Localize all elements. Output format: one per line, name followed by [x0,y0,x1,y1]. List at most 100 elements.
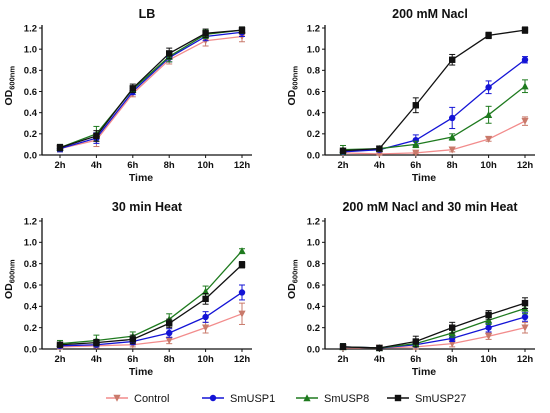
panel-4-series-smusp27-point [376,344,383,352]
panel-3-series-smusp1-point [202,313,209,321]
panel-2-y-tick-label: 0.2 [307,129,320,140]
panel-2-x-axis-label: Time [412,172,436,184]
panel-1-y-axis-label-sub: 600nm [8,66,17,90]
panel-3-y-tick-label: 0.8 [24,259,37,270]
panel-3-x-tick-label: 2h [54,354,65,365]
legend-item-control: Control [106,393,169,405]
panel-3-x-tick-label: 4h [91,354,102,365]
panel-4-y-tick-label: 0.2 [307,323,320,334]
panel-3-title: 30 min Heat [112,200,183,214]
panel-4-y-tick-label: 0.4 [307,302,321,313]
panel-3-y-tick-label: 0.4 [24,302,38,313]
panel-4-x-tick-label: 6h [410,354,421,365]
legend-swatch-marker [209,394,217,402]
panel-2-series-smusp1-point [449,114,456,122]
panel-2-y-tick-label: 1.0 [307,44,320,55]
panel-1-x-tick-label: 2h [54,160,65,171]
panel-2-series-smusp8 [339,79,529,155]
panel-2-series-control-point [412,149,420,157]
panel-4-series-smusp1-point [521,313,529,321]
panel-4-y-tick-label: 1.0 [307,238,320,249]
legend-item-smusp1: SmUSP1 [202,393,275,405]
panel-3-series-control-point [238,310,246,318]
panel-2-series-smusp27-point [412,102,419,109]
panel-2-y-axis-label-sub: 600nm [291,66,300,90]
panel-1-series-control [56,30,246,153]
panel-2-series-smusp8-point [485,110,493,118]
panel-2-y-tick-label: 0.6 [307,87,320,98]
panel-1-x-tick-label: 10h [197,160,214,171]
panel-2-series-smusp8-point [412,140,420,148]
panel-1-x-tick-label: 12h [234,160,251,171]
panel-1-series-smusp1 [56,27,246,153]
panel-3-y-tick-label: 1.2 [24,216,37,227]
panel-3-y-tick-label: 1.0 [24,238,37,249]
panel-1-series-smusp8 [56,26,246,152]
panel-2-series-smusp27-point [521,26,529,34]
panel-4-x-tick-label: 2h [337,354,348,365]
panel-1-series-smusp8-line [59,29,243,149]
panel-4-y-tick-label: 0.8 [307,259,320,270]
panel-2-series-smusp27-point [485,32,492,39]
panel-1-series-smusp27-point [202,30,209,37]
panel-2-series-smusp1-point [485,84,492,91]
panel-4-series-smusp27-point [449,324,456,331]
panel-4-series-smusp27-line [342,302,526,349]
panel-3-x-tick-label: 6h [127,354,138,365]
panel-2-x-tick-label: 10h [480,160,497,171]
panel-2-series-smusp1-line [342,59,526,153]
panel-2-series-control-line [342,120,526,155]
panel-3-y-tick-label: 0.2 [24,323,37,334]
panel-3-y-axis-label-main: OD [3,283,15,299]
panel-4-y-axis-label-main: OD [286,283,298,299]
panel-2-x-tick-label: 2h [337,160,348,171]
panel-1-series-smusp27-point [93,132,100,140]
panel-1-x-tick-label: 4h [91,160,102,171]
panel-1-series-control-line [59,35,243,150]
panel-2-series-control-point [375,150,383,158]
panel-2-x-tick-label: 6h [410,160,421,171]
panel-2-series-control-point [521,117,529,125]
panel-2-series-control-point [448,146,456,154]
panel-1-series-smusp27-point [166,50,173,57]
panel-4-y-tick-label: 0.0 [307,344,320,355]
panel-4-x-tick-label: 4h [374,354,385,365]
panel-3-series-smusp27-point [202,295,209,303]
legend: Control SmUSP1 SmUSP8 SmUSP27 [106,393,466,405]
panel-4-title: 200 mM Nacl and 30 min Heat [342,200,518,214]
panel-1-x-tick-label: 8h [164,160,175,171]
panel-3-series-control-point [202,324,210,332]
panel-1-y-tick-label: 0.2 [24,129,37,140]
panel-3-y-axis-label-sub: 600nm [8,259,17,283]
panel-1-series-smusp27-point [56,144,64,151]
panel-3-y-tick-label: 0.0 [24,344,37,355]
legend-label: SmUSP1 [230,393,275,405]
panel-3-x-axis-label: Time [129,366,153,378]
panel-1-series-smusp27-point [129,85,136,92]
panel-3-y-axis-label: OD600nm [3,259,17,299]
panel-3-x-tick-label: 10h [197,354,214,365]
panel-1-y-tick-label: 0.4 [24,108,38,119]
panel-4-series-smusp8-point [485,316,493,324]
panel-2-x-tick-label: 8h [447,160,458,171]
panel-2-y-tick-label: 0.0 [307,150,320,161]
panel-4-series-smusp27-point [412,338,419,345]
legend-label: SmUSP27 [415,393,466,405]
legend-label: Control [134,393,169,405]
panel-1-series-smusp27-point [238,26,246,34]
panel-4-x-tick-label: 8h [447,354,458,365]
panel-4-x-axis-label: Time [412,366,436,378]
panel-2-y-axis-label-main: OD [286,89,298,105]
panel-4-series-smusp27-point [521,299,529,307]
panel-1-chart: LB 0.0 0.2 0.4 0.6 0.8 1.0 1.2 2h 4h 6h 8h 10h 12h Tim… [3,7,252,184]
panel-2-y-tick-label: 1.2 [307,23,320,34]
panel-4-y-axis-label: OD600nm [286,259,300,299]
panel-2-y-tick-label: 0.4 [307,108,321,119]
panel-1-y-tick-label: 0.8 [24,66,37,77]
panel-2-series-smusp27-point [339,147,347,154]
panel-4-series-control-point [485,333,493,340]
panel-2-series-smusp8-line [342,85,526,151]
panel-1-series-smusp1-line [59,31,243,150]
panel-2-series-smusp27 [339,26,529,154]
